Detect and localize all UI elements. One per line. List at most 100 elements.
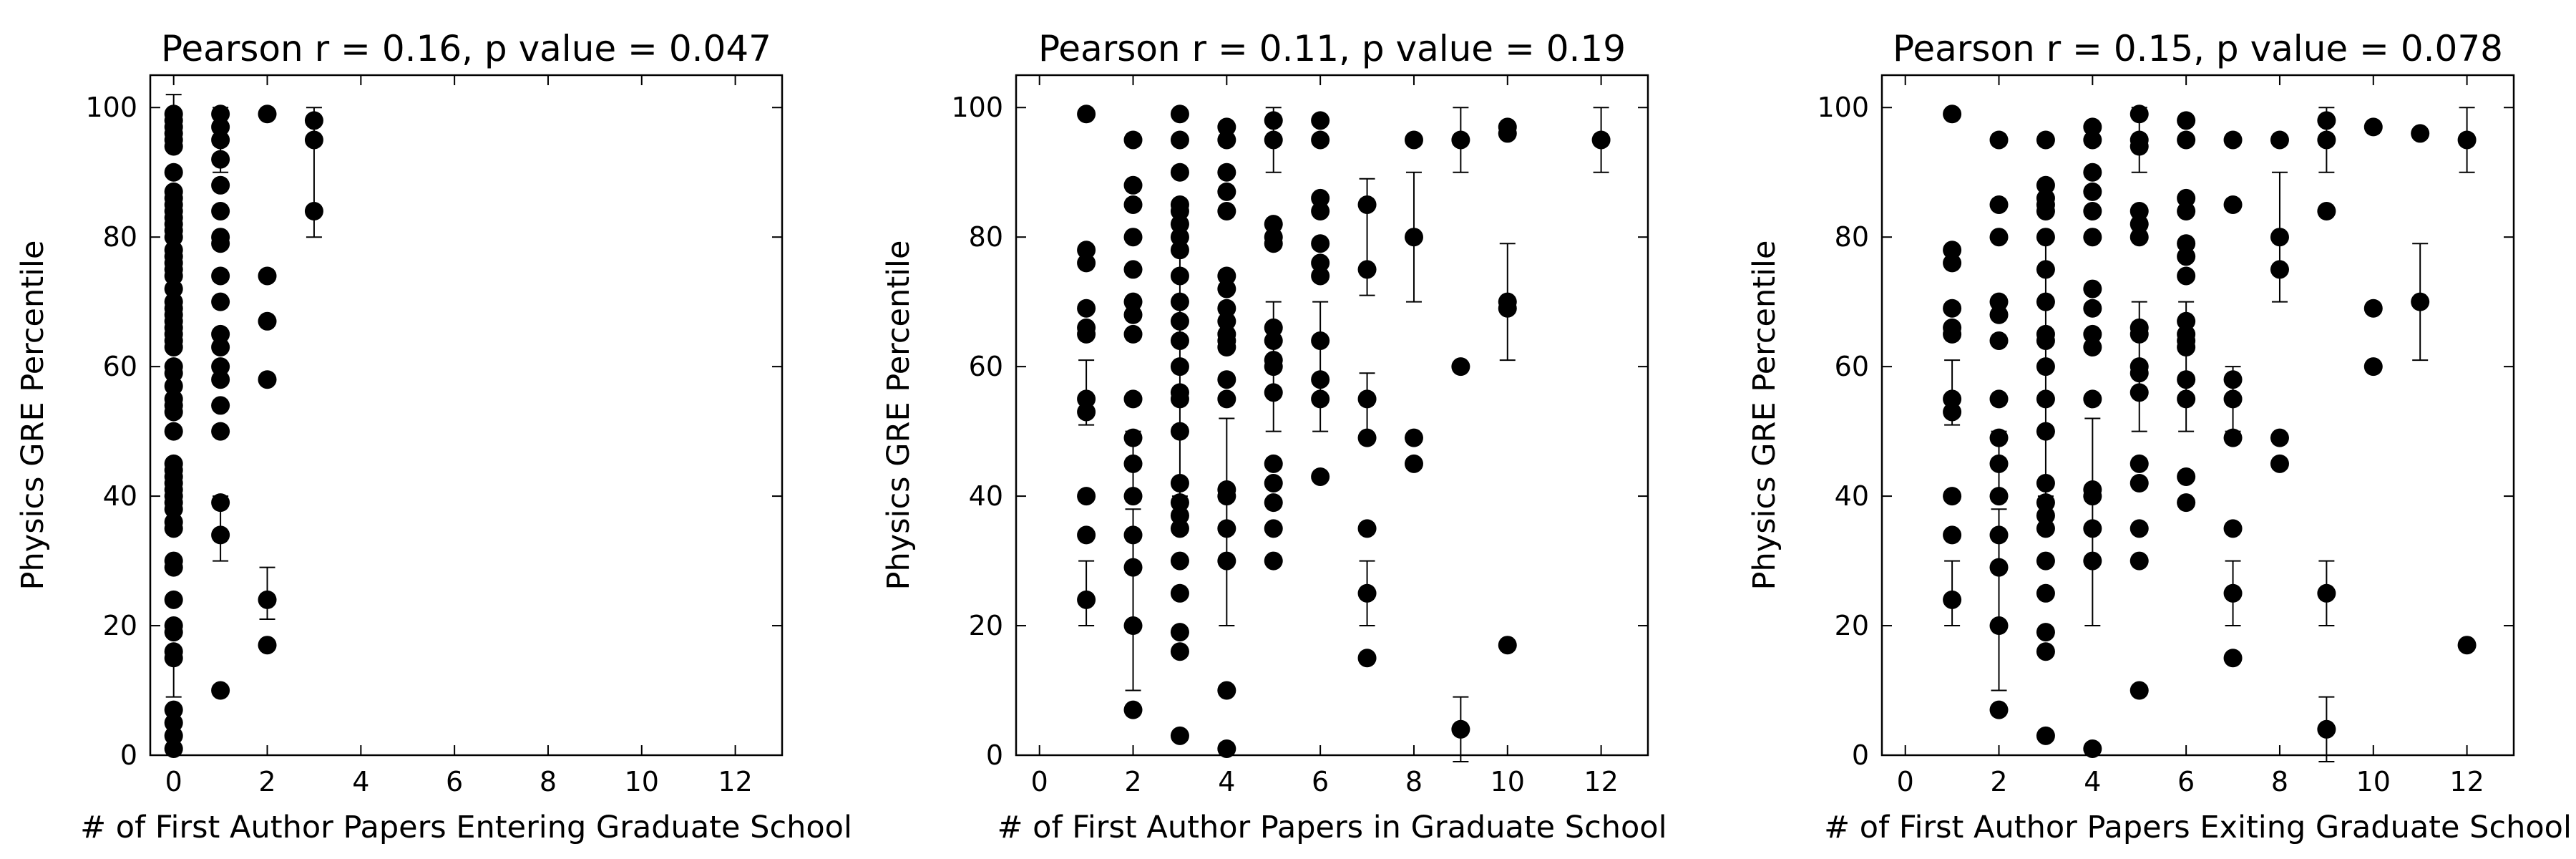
scatter-point: [1989, 700, 2009, 719]
scatter-point: [2083, 739, 2102, 758]
scatter-point: [2457, 130, 2477, 150]
scatter-point: [2177, 311, 2196, 331]
scatter-point: [1989, 428, 2009, 447]
scatter-point: [258, 636, 277, 655]
scatter-point: [1311, 202, 1330, 220]
scatter-point: [1357, 519, 1377, 538]
scatter-point: [1404, 130, 1423, 150]
scatter-point: [2411, 124, 2430, 143]
scatter-point: [2036, 551, 2055, 571]
scatter-point: [1451, 357, 1470, 377]
scatter-point: [1451, 130, 1470, 150]
scatter-point: [1943, 241, 1962, 260]
scatter-point: [1170, 105, 1189, 124]
x-axis-label: # of First Author Papers Exiting Graduat…: [1824, 810, 2572, 845]
scatter-point: [2270, 260, 2289, 279]
plot-frame: [149, 74, 784, 757]
scatter-point: [2177, 493, 2196, 513]
scatter-point: [1170, 202, 1189, 220]
scatter-point: [1123, 228, 1143, 247]
y-tick-label: 60: [969, 351, 1003, 382]
scatter-point: [164, 558, 183, 577]
y-tick-label: 60: [1835, 351, 1869, 382]
scatter-point: [164, 739, 183, 758]
scatter-point: [2223, 428, 2243, 447]
scatter-point: [1264, 111, 1283, 130]
scatter-point: [1943, 105, 1962, 124]
scatter-point: [1123, 305, 1143, 324]
x-tick-label: 0: [165, 766, 182, 797]
scatter-point: [2129, 137, 2149, 156]
scatter-point: [2083, 551, 2102, 571]
scatter-point: [2177, 266, 2196, 286]
scatter-point: [211, 202, 230, 220]
scatter-point: [2129, 324, 2149, 344]
chart-title: Pearson r = 0.11, p value = 0.19: [1038, 28, 1626, 69]
y-axis-label: Physics GRE Percentile: [881, 241, 917, 591]
x-tick-label: 2: [1990, 766, 2007, 797]
scatter-point: [1170, 130, 1189, 150]
scatter-point: [1311, 111, 1330, 130]
scatter-point: [2177, 467, 2196, 486]
scatter-point: [2177, 389, 2196, 409]
scatter-point: [1357, 583, 1377, 603]
scatter-point: [1498, 124, 1517, 143]
x-tick-label: 4: [2084, 766, 2101, 797]
scatter-point: [1170, 506, 1189, 525]
scatter-point: [1077, 324, 1096, 344]
scatter-point: [1264, 215, 1283, 234]
scatter-point: [164, 590, 183, 609]
y-tick-label: 20: [103, 610, 137, 641]
scatter-point: [1217, 370, 1236, 389]
scatter-point: [1264, 493, 1283, 513]
scatter-point: [211, 396, 230, 415]
y-tick-label: 80: [1835, 221, 1869, 253]
scatter-point: [1077, 105, 1096, 124]
scatter-point: [2129, 519, 2149, 538]
scatter-point: [2223, 519, 2243, 538]
scatter-point: [304, 130, 323, 150]
scatter-point: [2129, 215, 2149, 234]
scatter-point: [2036, 493, 2055, 513]
scatter-point: [1943, 299, 1962, 318]
scatter-point: [2129, 228, 2149, 247]
scatter-point: [1264, 357, 1283, 377]
scatter-point: [1943, 389, 1962, 409]
scatter-point: [211, 130, 230, 150]
scatter-point: [2036, 331, 2055, 350]
scatter-point: [1217, 117, 1236, 137]
scatter-point: [1404, 228, 1423, 247]
scatter-point: [1170, 292, 1189, 311]
scatter-point: [211, 525, 230, 545]
scatter-point: [2129, 454, 2149, 473]
scatter-point: [2270, 228, 2289, 247]
y-tick-label: 100: [1817, 92, 1869, 123]
scatter-point: [2177, 338, 2196, 356]
scatter-point: [164, 500, 183, 519]
scatter-point: [1264, 130, 1283, 150]
scatter-point: [1077, 299, 1096, 318]
scatter-point: [2083, 389, 2102, 409]
scatter-point: [2036, 422, 2055, 441]
x-tick-label: 12: [1584, 766, 1618, 797]
scatter-point: [1077, 253, 1096, 273]
scatter-point: [2317, 202, 2336, 220]
scatter-point: [2036, 130, 2055, 150]
scatter-point: [1311, 389, 1330, 409]
scatter-point: [2036, 292, 2055, 311]
scatter-point: [1311, 253, 1330, 273]
x-tick-label: 2: [258, 766, 275, 797]
scatter-point: [2177, 247, 2196, 266]
scatter-point: [1170, 551, 1189, 571]
y-tick-label: 60: [103, 351, 137, 382]
scatter-point: [1170, 642, 1189, 661]
scatter-point: [1498, 636, 1517, 655]
scatter-point: [164, 713, 183, 732]
scatter-point: [1170, 389, 1189, 409]
scatter-point: [1123, 525, 1143, 545]
scatter-point: [1170, 162, 1189, 182]
scatter-point: [1170, 331, 1189, 350]
scatter-point: [2036, 260, 2055, 279]
x-tick-label: 10: [625, 766, 659, 797]
